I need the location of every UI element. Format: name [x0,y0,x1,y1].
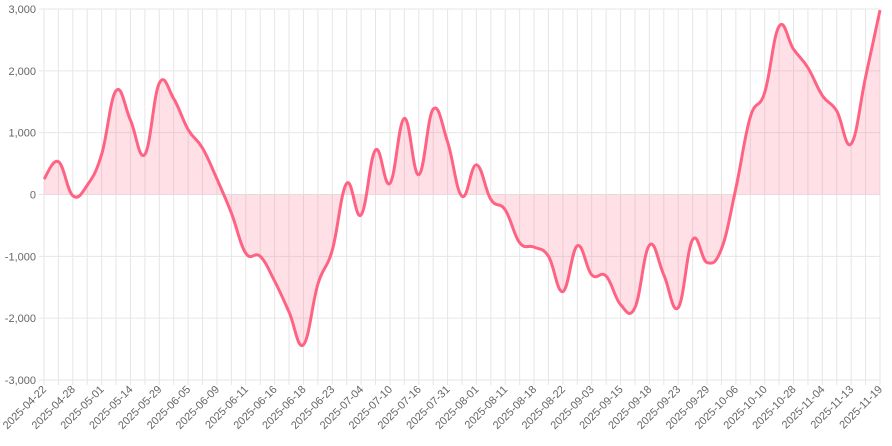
y-tick-label: -2,000 [5,313,36,325]
y-tick-label: 1,000 [8,128,36,140]
y-tick-label: 3,000 [8,4,36,16]
y-tick-label: -3,000 [5,375,36,387]
line [42,9,882,347]
area [44,10,880,346]
y-tick-label: 2,000 [8,66,36,78]
y-tick-label: 0 [30,190,36,202]
y-tick-label: -1,000 [5,251,36,263]
